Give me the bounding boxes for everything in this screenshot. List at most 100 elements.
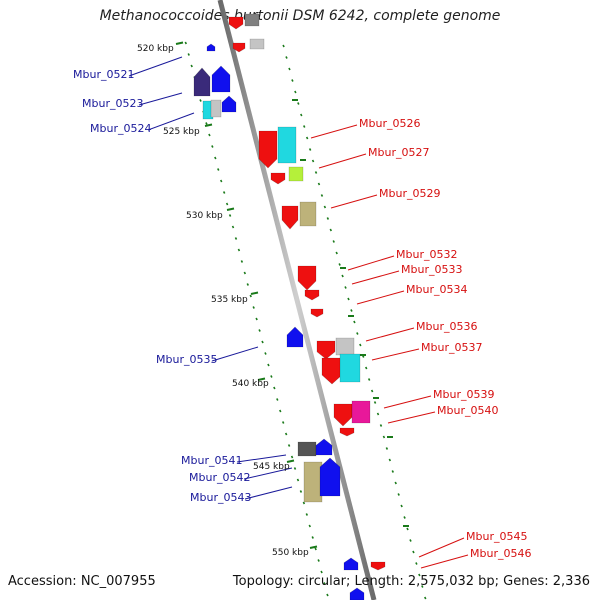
gene-mbur-0537b[interactable] <box>339 353 361 383</box>
gene-top-2[interactable] <box>244 13 260 27</box>
leader-line <box>244 486 293 500</box>
ruler-tick <box>406 527 409 531</box>
gene-label-left[interactable]: Mbur_0543 <box>190 491 251 504</box>
ruler-tick <box>332 240 335 243</box>
ruler-tick <box>273 386 276 390</box>
ruler-tick <box>300 113 303 117</box>
gene-label-left[interactable]: Mbur_0524 <box>90 122 151 135</box>
ruler-tick <box>370 389 374 393</box>
gene-mbur-0528[interactable] <box>288 166 304 182</box>
ruler-tick <box>308 524 311 528</box>
ruler-tick <box>288 67 291 71</box>
ruler-tick <box>326 217 330 220</box>
backbone <box>217 0 377 600</box>
gene-label-left[interactable]: Mbur_0542 <box>189 471 250 484</box>
gene-mbur-0542[interactable] <box>303 461 323 503</box>
gene-top-1[interactable] <box>228 16 244 30</box>
gene-mbur-0523b[interactable] <box>210 99 222 118</box>
gene-mbur-0521[interactable] <box>193 67 211 97</box>
ruler-tick <box>305 513 309 516</box>
ruler-tick <box>205 122 208 125</box>
ruler-tick <box>317 182 321 186</box>
ruler-tick <box>225 202 229 206</box>
ruler-major-tick <box>257 377 266 381</box>
gene-mbur-0526b[interactable] <box>277 126 297 164</box>
ruler-tick <box>394 481 397 485</box>
gene-mbur-0537[interactable] <box>321 357 343 385</box>
gene-top-4[interactable] <box>249 38 265 50</box>
gene-label-left[interactable]: Mbur_0521 <box>73 68 134 81</box>
ruler-tick <box>302 501 306 505</box>
gene-label-right[interactable]: Mbur_0527 <box>368 146 429 159</box>
ruler-tick <box>296 478 300 482</box>
gene-label-right[interactable]: Mbur_0534 <box>406 283 467 296</box>
kbp-label: 525 kbp <box>163 127 200 137</box>
gene-mbur-0522[interactable] <box>211 65 231 93</box>
ruler-tick <box>391 470 394 473</box>
ruler-tick <box>353 320 356 324</box>
gene-mbur-0532[interactable] <box>297 265 317 291</box>
gene-mbur-0526[interactable] <box>258 130 278 169</box>
gene-label-left[interactable]: Mbur_0541 <box>181 454 242 467</box>
ruler-tick <box>397 493 400 496</box>
gene-mbur-0543[interactable] <box>319 457 341 497</box>
gene-mbur-0535[interactable] <box>286 326 304 348</box>
gene-top-3[interactable] <box>232 42 246 53</box>
gene-label-right[interactable]: Mbur_0536 <box>416 320 477 333</box>
gene-label-right[interactable]: Mbur_0546 <box>470 547 531 560</box>
leader-line <box>356 290 405 305</box>
gene-mbur-0524[interactable] <box>221 95 237 113</box>
gene-mbur-0529[interactable] <box>281 205 299 230</box>
kbp-label: 550 kbp <box>272 548 309 558</box>
leader-line <box>211 346 259 362</box>
ruler-tick <box>219 179 223 183</box>
ruler-tick <box>335 251 338 255</box>
gene-label-right[interactable]: Mbur_0526 <box>359 117 420 130</box>
kbp-label: 535 kbp <box>211 295 248 305</box>
ruler-tick <box>359 343 362 347</box>
ruler-tick <box>314 547 317 551</box>
ruler-tick <box>367 378 371 381</box>
gene-mbur-0534[interactable] <box>310 308 324 318</box>
gene-label-right[interactable]: Mbur_0540 <box>437 404 498 417</box>
gene-mbur-0545[interactable] <box>370 561 386 571</box>
gene-label-left[interactable]: Mbur_0523 <box>82 97 143 110</box>
kbp-label: 540 kbp <box>232 379 269 389</box>
gene-mbur-0541[interactable] <box>297 441 317 457</box>
leader-line <box>310 124 358 139</box>
gene-mbur-0540b[interactable] <box>339 427 355 437</box>
gene-label-right[interactable]: Mbur_0545 <box>466 530 527 543</box>
gene-mbur-0536[interactable] <box>316 340 336 360</box>
gene-label-right[interactable]: Mbur_0537 <box>421 341 482 354</box>
ruler-tick <box>211 145 214 148</box>
ruler-tick <box>376 412 380 416</box>
leader-line <box>330 194 378 209</box>
gene-label-left[interactable]: Mbur_0535 <box>156 353 217 366</box>
gene-mbur-0539[interactable] <box>333 403 353 427</box>
gene-label-right[interactable]: Mbur_0539 <box>433 388 494 401</box>
gene-bottom-1[interactable] <box>349 587 365 600</box>
gene-mbur-0520[interactable] <box>206 43 216 52</box>
gene-mbur-0523[interactable] <box>202 100 214 120</box>
ruler-tick <box>323 582 326 585</box>
gene-mbur-0544[interactable] <box>343 557 359 571</box>
kbp-labels: 520 kbp 525 kbp 530 kbp 535 kbp 540 kbp 545 k… <box>137 44 309 558</box>
gene-label-right[interactable]: Mbur_0532 <box>396 248 457 261</box>
ruler-tick <box>294 90 297 94</box>
gene-mbur-0541b[interactable] <box>315 438 333 456</box>
ruler-tick <box>356 332 359 335</box>
gene-mbur-0540[interactable] <box>351 400 371 424</box>
leader-line <box>318 153 367 169</box>
gene-mbur-0533[interactable] <box>304 289 320 301</box>
gene-label-right[interactable]: Mbur_0533 <box>401 263 462 276</box>
ruler-major-tick <box>175 41 184 45</box>
ruler-tick <box>217 168 220 171</box>
ruler-tick <box>284 432 288 436</box>
ruler-tick <box>270 375 273 378</box>
gene-mbur-0530[interactable] <box>299 201 317 227</box>
gene-mbur-0527[interactable] <box>270 172 286 185</box>
gene-label-right[interactable]: Mbur_0529 <box>379 187 440 200</box>
ruler-major-tick <box>204 123 213 127</box>
gene-mbur-0536b[interactable] <box>335 337 355 356</box>
